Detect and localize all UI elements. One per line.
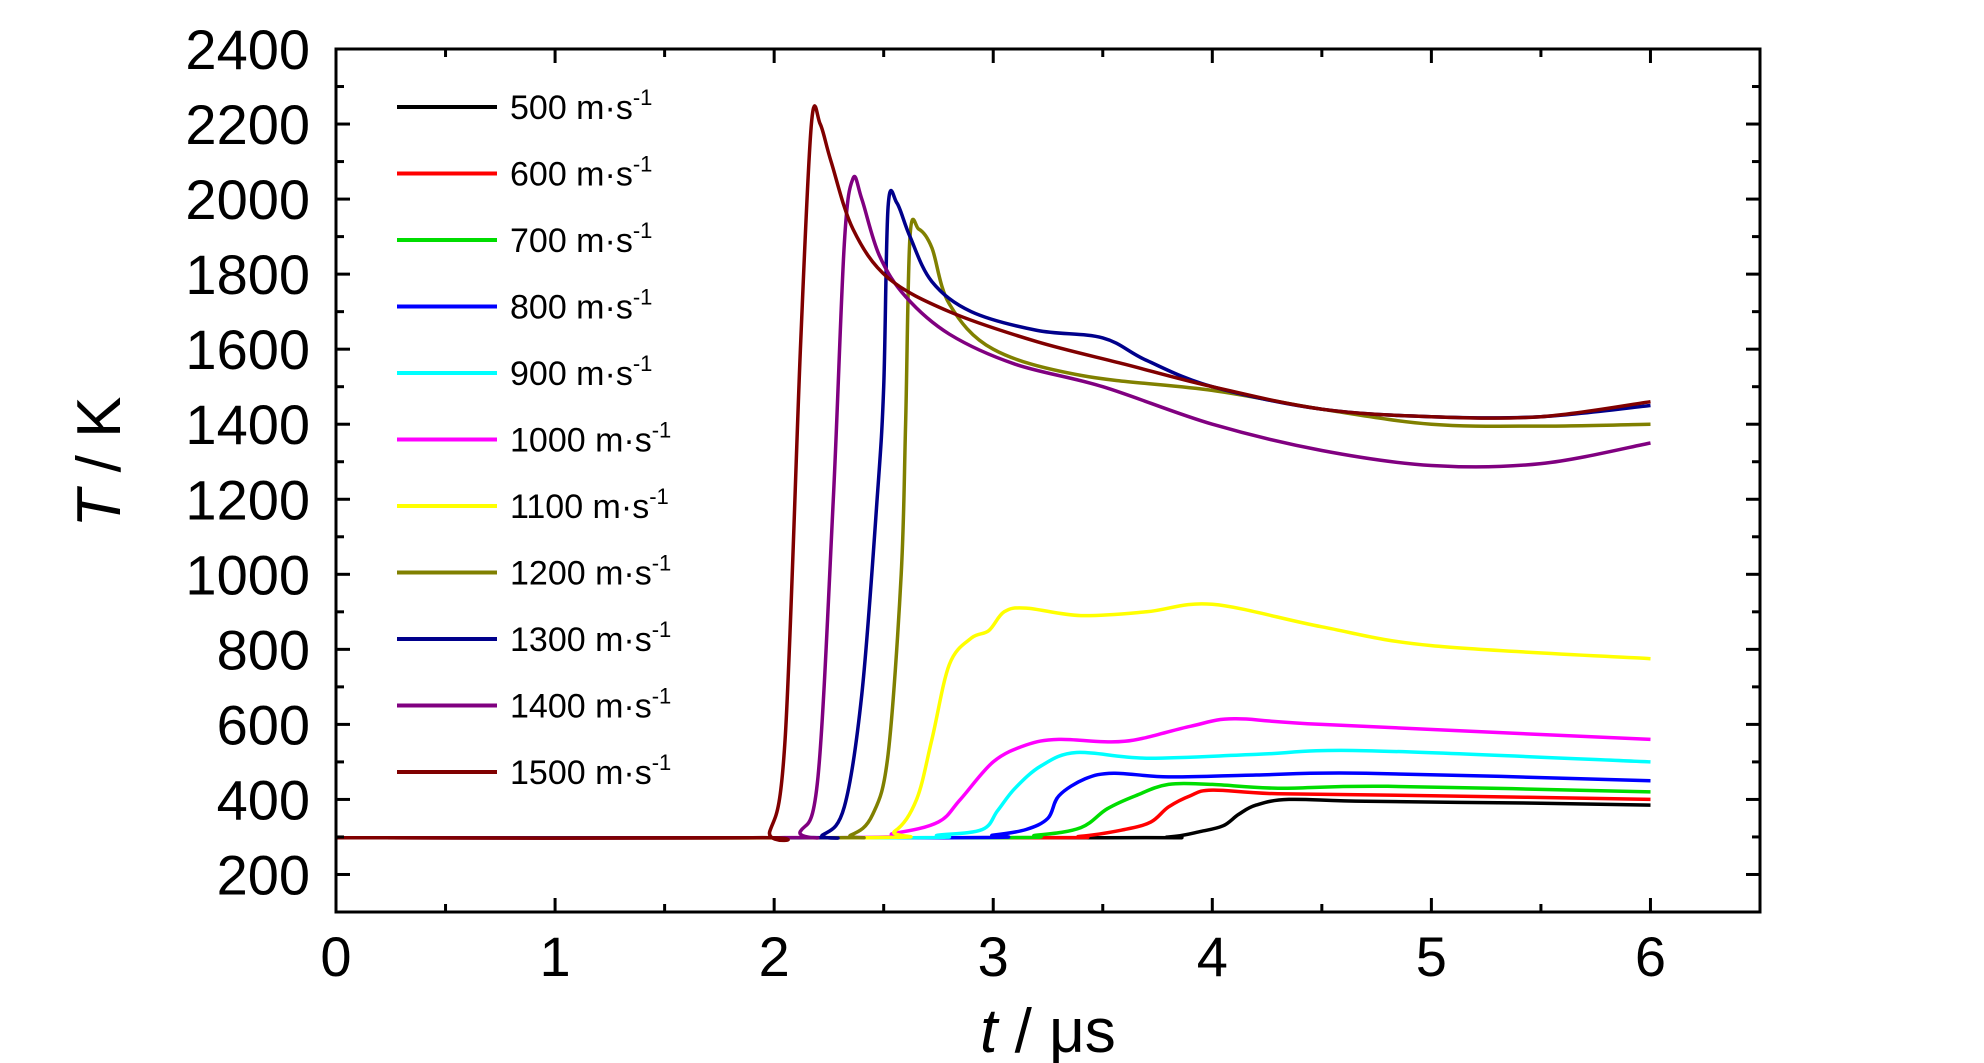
legend-label-text: 1300 m·s <box>510 621 652 659</box>
legend-label-text: 1500 m·s <box>510 754 652 792</box>
y-tick-label: 2000 <box>185 168 310 231</box>
y-tick-label: 1400 <box>185 393 310 456</box>
legend-label-exponent: -1 <box>652 551 672 576</box>
legend-label-exponent: -1 <box>649 484 669 509</box>
legend-label: 600 m·s-1 <box>510 152 652 194</box>
axes: 0 1 2 3 4 5 6 200 400 600 800 1000 1200 1400 1600 1800 2… <box>185 18 1760 988</box>
legend-label-text: 1100 m·s <box>510 488 649 526</box>
legend-label: 700 m·s-1 <box>510 218 652 260</box>
y-tick-label: 2200 <box>185 93 310 156</box>
x-tick-label: 5 <box>1416 925 1447 988</box>
x-tick-label: 2 <box>759 925 790 988</box>
legend-label: 500 m·s-1 <box>510 85 652 127</box>
y-tick-label: 1800 <box>185 243 310 306</box>
x-axis-title: t / μs <box>980 997 1116 1063</box>
series-line-10 <box>335 104 1651 843</box>
legend-label: 900 m·s-1 <box>510 351 652 393</box>
y-axis-title-unit: / K <box>65 397 134 490</box>
legend-label-text: 600 m·s <box>510 156 633 194</box>
legend-label: 1100 m·s-1 <box>510 484 669 526</box>
legend-label-text: 800 m·s <box>510 289 633 327</box>
legend-label: 1300 m·s-1 <box>510 617 671 659</box>
legend-label-text: 900 m·s <box>510 355 633 393</box>
legend-label-text: 700 m·s <box>510 222 633 260</box>
legend-label-text: 1200 m·s <box>510 555 652 593</box>
legend-label: 1400 m·s-1 <box>510 684 671 726</box>
x-tick-label: 1 <box>539 925 570 988</box>
y-tick-label: 600 <box>217 693 310 756</box>
x-tick-label: 0 <box>320 925 351 988</box>
legend-label-text: 1000 m·s <box>510 422 652 460</box>
series-line-6 <box>335 602 1651 840</box>
legend-label-exponent: -1 <box>652 418 672 443</box>
y-axis-title-symbol: T <box>65 485 134 527</box>
y-tick-label: 1000 <box>185 543 310 606</box>
legend-label-exponent: -1 <box>633 152 653 177</box>
legend-label-exponent: -1 <box>652 750 672 775</box>
legend-label-exponent: -1 <box>633 218 653 243</box>
legend-label: 1000 m·s-1 <box>510 418 671 460</box>
y-axis-title: T / K <box>65 397 134 528</box>
legend-label: 1200 m·s-1 <box>510 551 671 593</box>
series-line-1 <box>335 788 1651 840</box>
y-tick-label: 400 <box>217 768 310 831</box>
legend-label-exponent: -1 <box>633 351 653 376</box>
x-axis-title-symbol: t <box>980 997 1000 1063</box>
y-tick-label: 200 <box>217 843 310 906</box>
legend-label-exponent: -1 <box>652 617 672 642</box>
legend-label-text: 1400 m·s <box>510 688 652 726</box>
legend-label-exponent: -1 <box>633 285 653 310</box>
x-tick-label: 3 <box>978 925 1009 988</box>
y-tick-label: 1600 <box>185 318 310 381</box>
y-tick-label: 1200 <box>185 468 310 531</box>
y-tick-label: 2400 <box>185 18 310 81</box>
legend-label-text: 500 m·s <box>510 89 633 127</box>
y-tick-label: 800 <box>217 618 310 681</box>
plot-frame <box>334 47 1762 914</box>
legend-label-exponent: -1 <box>652 684 672 709</box>
legend-label-exponent: -1 <box>633 85 653 110</box>
legend-label: 800 m·s-1 <box>510 285 652 327</box>
x-tick-label: 6 <box>1635 925 1666 988</box>
x-axis-title-unit: / μs <box>997 997 1115 1063</box>
x-tick-label: 4 <box>1197 925 1228 988</box>
plot-curves <box>335 104 1651 843</box>
legend-label: 1500 m·s-1 <box>510 750 671 792</box>
series-line-9 <box>335 174 1651 840</box>
